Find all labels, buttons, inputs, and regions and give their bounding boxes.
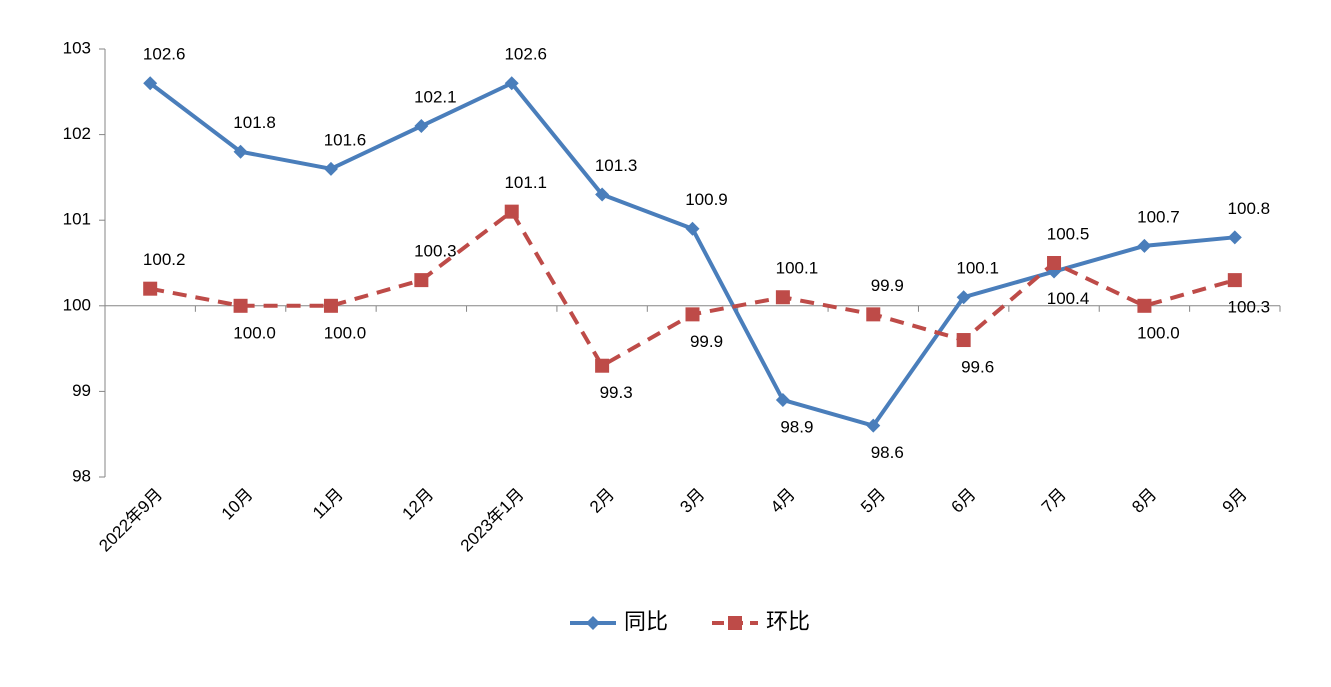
data-label: 100.8: [1228, 199, 1271, 218]
data-label: 101.8: [233, 113, 276, 132]
data-label: 100.9: [685, 190, 728, 209]
data-label: 100.0: [233, 323, 276, 342]
marker: [1137, 298, 1152, 313]
marker: [685, 221, 700, 236]
marker: [595, 187, 610, 202]
data-label: 100.1: [956, 259, 999, 278]
marker: [866, 418, 881, 433]
x-tick-label: 2023年1月: [457, 485, 528, 556]
y-tick-label: 101: [63, 210, 91, 229]
x-tick-label: 7月: [1038, 485, 1070, 517]
marker: [233, 298, 248, 313]
x-tick-label: 5月: [857, 485, 889, 517]
x-tick-label: 12月: [399, 485, 438, 524]
series: 102.6 101.8 101.6 102.1 102.6 101.3 100.9 98.9 9…: [143, 45, 1270, 462]
marker: [414, 273, 429, 288]
series: 100.2 100.0 100.0 100.3 101.1 99.3 99.9 100.1 99…: [143, 173, 1270, 402]
data-label: 99.9: [871, 276, 904, 295]
x-tick-label: 11月: [309, 485, 347, 523]
marker: [143, 281, 158, 296]
marker: [956, 333, 971, 348]
x-tick-label: 10月: [218, 485, 257, 524]
data-label: 101.6: [324, 130, 367, 149]
data-label: 98.9: [780, 417, 813, 436]
data-label: 102.6: [504, 45, 547, 64]
data-label: 99.9: [690, 332, 723, 351]
marker: [414, 119, 429, 134]
data-label: 100.7: [1137, 207, 1180, 226]
legend-marker: [586, 616, 600, 630]
y-tick-label: 100: [63, 295, 91, 314]
y-tick-label: 98: [72, 466, 91, 485]
data-label: 98.6: [871, 443, 904, 462]
marker: [1047, 256, 1062, 270]
line: [148, 80, 1235, 428]
data-label: 100.4: [1047, 289, 1090, 308]
data-label: 99.3: [600, 383, 633, 402]
data-label: 100.3: [414, 242, 457, 261]
marker: [323, 298, 338, 313]
data-label: 100.0: [1137, 323, 1180, 342]
x-tick-label: 2022年9月: [95, 485, 166, 556]
data-label: 100.5: [1047, 224, 1090, 243]
data-label: 102.6: [143, 45, 186, 64]
data-label: 100.1: [776, 259, 819, 278]
marker: [323, 161, 338, 176]
x-tick-label: 8月: [1128, 485, 1160, 517]
data-label: 102.1: [414, 88, 457, 107]
legend-item: 同比: [570, 609, 668, 634]
x-tick-label: 9月: [1219, 485, 1251, 517]
marker: [1137, 238, 1152, 253]
legend-item: 环比: [712, 609, 810, 634]
data-label: 100.0: [324, 323, 367, 342]
marker: [504, 204, 519, 219]
x-tick-label: 4月: [767, 485, 799, 517]
y-tick-label: 103: [63, 38, 91, 57]
marker: [233, 144, 248, 159]
data-label: 101.1: [504, 173, 547, 192]
legend-label: 环比: [766, 609, 810, 634]
x-tick-label: 3月: [676, 485, 708, 517]
marker: [504, 76, 519, 91]
legend-label: 同比: [624, 609, 668, 634]
marker: [595, 358, 610, 373]
marker: [685, 307, 700, 322]
marker: [956, 290, 971, 305]
marker: [866, 307, 881, 322]
legend-marker: [728, 616, 742, 630]
marker: [775, 392, 790, 407]
data-label: 100.2: [143, 250, 186, 269]
data-label: 99.6: [961, 358, 994, 377]
marker: [1227, 273, 1242, 288]
data-label: 100.3: [1228, 298, 1271, 317]
marker: [1227, 230, 1242, 245]
marker: [143, 76, 158, 91]
x-tick-label: 2月: [586, 485, 618, 517]
data-label: 101.3: [595, 156, 638, 175]
marker: [775, 290, 790, 305]
y-tick-label: 99: [72, 381, 91, 400]
x-tick-label: 6月: [948, 485, 980, 517]
y-tick-label: 102: [63, 124, 91, 143]
